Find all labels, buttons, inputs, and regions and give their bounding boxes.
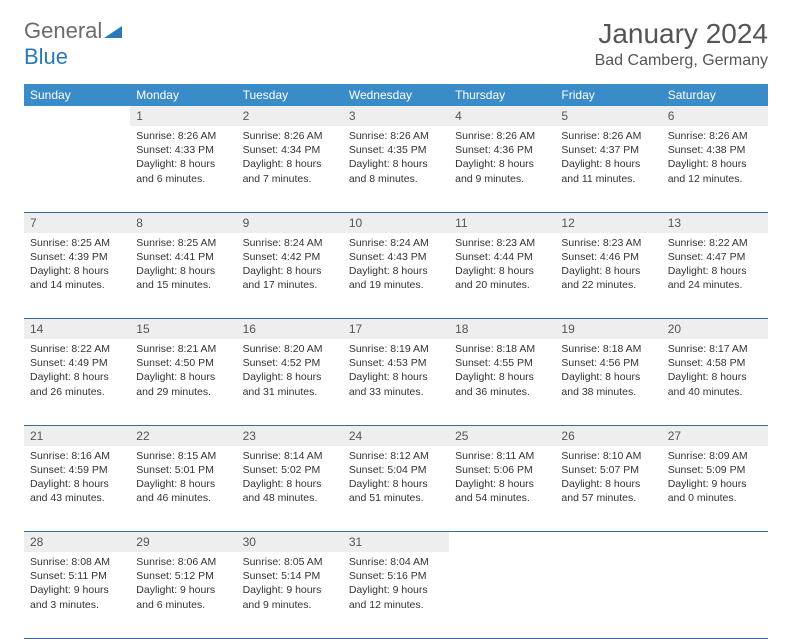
day-number: 9	[237, 212, 343, 233]
day-number: 18	[449, 319, 555, 340]
weekday-header: Saturday	[662, 84, 768, 106]
day-detail: Sunrise: 8:26 AMSunset: 4:34 PMDaylight:…	[237, 126, 343, 212]
day-number: 23	[237, 425, 343, 446]
weekday-header-row: Sunday Monday Tuesday Wednesday Thursday…	[24, 84, 768, 106]
day-number-row: 14151617181920	[24, 319, 768, 340]
weekday-header: Monday	[130, 84, 236, 106]
day-detail: Sunrise: 8:17 AMSunset: 4:58 PMDaylight:…	[662, 339, 768, 425]
day-detail: Sunrise: 8:24 AMSunset: 4:42 PMDaylight:…	[237, 233, 343, 319]
day-detail-row: Sunrise: 8:16 AMSunset: 4:59 PMDaylight:…	[24, 446, 768, 532]
weekday-header: Wednesday	[343, 84, 449, 106]
day-detail: Sunrise: 8:26 AMSunset: 4:37 PMDaylight:…	[555, 126, 661, 212]
day-detail: Sunrise: 8:26 AMSunset: 4:35 PMDaylight:…	[343, 126, 449, 212]
day-detail: Sunrise: 8:04 AMSunset: 5:16 PMDaylight:…	[343, 552, 449, 638]
day-detail: Sunrise: 8:25 AMSunset: 4:39 PMDaylight:…	[24, 233, 130, 319]
day-number: 22	[130, 425, 236, 446]
day-number: 21	[24, 425, 130, 446]
day-detail: Sunrise: 8:24 AMSunset: 4:43 PMDaylight:…	[343, 233, 449, 319]
weekday-header: Thursday	[449, 84, 555, 106]
day-detail: Sunrise: 8:26 AMSunset: 4:38 PMDaylight:…	[662, 126, 768, 212]
day-number: 19	[555, 319, 661, 340]
day-detail: Sunrise: 8:23 AMSunset: 4:44 PMDaylight:…	[449, 233, 555, 319]
day-number: 11	[449, 212, 555, 233]
day-detail-row: Sunrise: 8:08 AMSunset: 5:11 PMDaylight:…	[24, 552, 768, 638]
day-detail: Sunrise: 8:11 AMSunset: 5:06 PMDaylight:…	[449, 446, 555, 532]
day-detail: Sunrise: 8:22 AMSunset: 4:47 PMDaylight:…	[662, 233, 768, 319]
weekday-header: Friday	[555, 84, 661, 106]
day-number: 3	[343, 106, 449, 126]
day-number: 7	[24, 212, 130, 233]
day-number	[24, 106, 130, 126]
day-number	[662, 532, 768, 553]
title-block: January 2024 Bad Camberg, Germany	[595, 18, 768, 70]
day-number: 15	[130, 319, 236, 340]
month-title: January 2024	[595, 18, 768, 50]
day-detail: Sunrise: 8:26 AMSunset: 4:36 PMDaylight:…	[449, 126, 555, 212]
day-detail: Sunrise: 8:05 AMSunset: 5:14 PMDaylight:…	[237, 552, 343, 638]
day-detail: Sunrise: 8:22 AMSunset: 4:49 PMDaylight:…	[24, 339, 130, 425]
day-number: 2	[237, 106, 343, 126]
logo-text: General Blue	[24, 18, 122, 70]
day-detail: Sunrise: 8:06 AMSunset: 5:12 PMDaylight:…	[130, 552, 236, 638]
day-detail: Sunrise: 8:12 AMSunset: 5:04 PMDaylight:…	[343, 446, 449, 532]
day-detail: Sunrise: 8:26 AMSunset: 4:33 PMDaylight:…	[130, 126, 236, 212]
day-number: 17	[343, 319, 449, 340]
day-detail: Sunrise: 8:21 AMSunset: 4:50 PMDaylight:…	[130, 339, 236, 425]
day-number: 8	[130, 212, 236, 233]
day-number	[555, 532, 661, 553]
day-number: 26	[555, 425, 661, 446]
weekday-header: Tuesday	[237, 84, 343, 106]
day-number: 29	[130, 532, 236, 553]
day-detail: Sunrise: 8:18 AMSunset: 4:55 PMDaylight:…	[449, 339, 555, 425]
day-number: 14	[24, 319, 130, 340]
weekday-header: Sunday	[24, 84, 130, 106]
day-number: 10	[343, 212, 449, 233]
day-number: 31	[343, 532, 449, 553]
day-detail	[24, 126, 130, 212]
location: Bad Camberg, Germany	[595, 52, 768, 70]
day-number: 4	[449, 106, 555, 126]
logo-word-2: Blue	[24, 44, 68, 69]
day-number: 1	[130, 106, 236, 126]
logo-triangle-icon	[104, 18, 122, 44]
day-detail: Sunrise: 8:25 AMSunset: 4:41 PMDaylight:…	[130, 233, 236, 319]
day-number: 5	[555, 106, 661, 126]
day-number-row: 21222324252627	[24, 425, 768, 446]
logo-word-1: General	[24, 18, 102, 43]
day-number: 30	[237, 532, 343, 553]
day-detail-row: Sunrise: 8:26 AMSunset: 4:33 PMDaylight:…	[24, 126, 768, 212]
logo: General Blue	[24, 18, 122, 70]
day-detail: Sunrise: 8:09 AMSunset: 5:09 PMDaylight:…	[662, 446, 768, 532]
day-number: 13	[662, 212, 768, 233]
day-detail: Sunrise: 8:15 AMSunset: 5:01 PMDaylight:…	[130, 446, 236, 532]
day-number	[449, 532, 555, 553]
day-detail-row: Sunrise: 8:22 AMSunset: 4:49 PMDaylight:…	[24, 339, 768, 425]
day-number: 6	[662, 106, 768, 126]
day-number: 24	[343, 425, 449, 446]
day-number: 12	[555, 212, 661, 233]
day-number-row: 123456	[24, 106, 768, 126]
day-detail: Sunrise: 8:19 AMSunset: 4:53 PMDaylight:…	[343, 339, 449, 425]
day-number: 25	[449, 425, 555, 446]
day-detail: Sunrise: 8:10 AMSunset: 5:07 PMDaylight:…	[555, 446, 661, 532]
day-number: 28	[24, 532, 130, 553]
day-detail: Sunrise: 8:08 AMSunset: 5:11 PMDaylight:…	[24, 552, 130, 638]
header: General Blue January 2024 Bad Camberg, G…	[24, 18, 768, 70]
day-detail-row: Sunrise: 8:25 AMSunset: 4:39 PMDaylight:…	[24, 233, 768, 319]
day-detail: Sunrise: 8:20 AMSunset: 4:52 PMDaylight:…	[237, 339, 343, 425]
day-number: 20	[662, 319, 768, 340]
day-detail: Sunrise: 8:18 AMSunset: 4:56 PMDaylight:…	[555, 339, 661, 425]
day-number-row: 78910111213	[24, 212, 768, 233]
day-detail	[555, 552, 661, 638]
calendar-body: 123456 Sunrise: 8:26 AMSunset: 4:33 PMDa…	[24, 106, 768, 638]
day-number-row: 28293031	[24, 532, 768, 553]
day-detail	[662, 552, 768, 638]
day-detail: Sunrise: 8:23 AMSunset: 4:46 PMDaylight:…	[555, 233, 661, 319]
day-detail	[449, 552, 555, 638]
calendar-table: Sunday Monday Tuesday Wednesday Thursday…	[24, 84, 768, 639]
day-number: 27	[662, 425, 768, 446]
day-detail: Sunrise: 8:14 AMSunset: 5:02 PMDaylight:…	[237, 446, 343, 532]
day-number: 16	[237, 319, 343, 340]
day-detail: Sunrise: 8:16 AMSunset: 4:59 PMDaylight:…	[24, 446, 130, 532]
